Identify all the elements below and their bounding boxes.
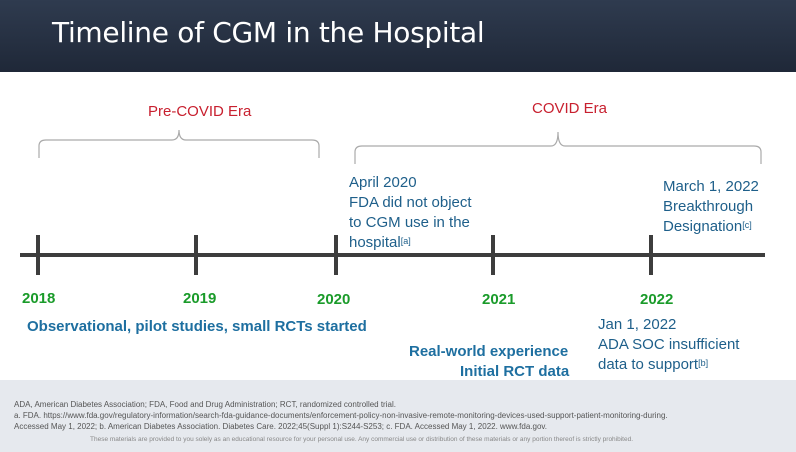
event-april-2020-text3: hospital	[349, 234, 401, 251]
pre-covid-brace	[38, 129, 320, 158]
event-april-2020-date: April 2020	[349, 174, 417, 191]
era-label-covid: COVID Era	[532, 100, 608, 117]
event-march-2022-text1: Breakthrough	[663, 198, 754, 215]
era-label-pre-covid: Pre-COVID Era	[148, 103, 252, 120]
year-label-2022: 2022	[640, 291, 674, 308]
footnote-abbreviations: ADA, American Diabetes Association; FDA,…	[14, 400, 396, 409]
event-april-2020-text1: FDA did not object	[349, 194, 472, 211]
ref-a: [a]	[400, 236, 411, 246]
event-jan-2022-date: Jan 1, 2022	[598, 316, 677, 333]
event-march-2022-text2: Designation	[663, 218, 743, 235]
event-april-2020: April 2020 FDA did not object to CGM use…	[349, 173, 472, 253]
observational-note: Observational, pilot studies, small RCTs…	[27, 318, 367, 335]
footer-band	[0, 380, 796, 452]
ref-c: [c]	[742, 220, 752, 230]
footnote-ref-a: a. FDA. https://www.fda.gov/regulatory-i…	[14, 411, 668, 420]
year-label-2018: 2018	[22, 290, 56, 307]
footnote-ref-b-c: Accessed May 1, 2022; b. American Diabet…	[14, 422, 548, 431]
disclaimer: These materials are provided to you sole…	[90, 436, 634, 443]
real-world-note-line2: Initial RCT data	[460, 363, 570, 380]
tick-2018	[36, 235, 40, 275]
tick-2020	[334, 235, 338, 275]
year-label-2019: 2019	[183, 290, 217, 307]
event-march-2022-date: March 1, 2022	[663, 178, 759, 195]
event-april-2020-text2: to CGM use in the	[349, 214, 470, 231]
real-world-note-line1: Real-world experience	[409, 343, 569, 360]
event-march-2022: March 1, 2022 Breakthrough Designation[c…	[663, 177, 759, 237]
tick-2022	[649, 235, 653, 275]
ref-b: [b]	[698, 358, 709, 368]
tick-2021	[491, 235, 495, 275]
covid-brace	[354, 131, 762, 164]
event-jan-2022: Jan 1, 2022 ADA SOC insufficient data to…	[598, 315, 739, 375]
slide-title: Timeline of CGM in the Hospital	[52, 16, 485, 49]
event-jan-2022-text2: data to support	[598, 356, 699, 373]
event-jan-2022-text1: ADA SOC insufficient	[598, 336, 740, 353]
header-bar: Timeline of CGM in the Hospital	[0, 0, 796, 72]
year-label-2020: 2020	[317, 291, 351, 308]
timeline-axis	[20, 253, 765, 257]
tick-2019	[194, 235, 198, 275]
year-label-2021: 2021	[482, 291, 516, 308]
